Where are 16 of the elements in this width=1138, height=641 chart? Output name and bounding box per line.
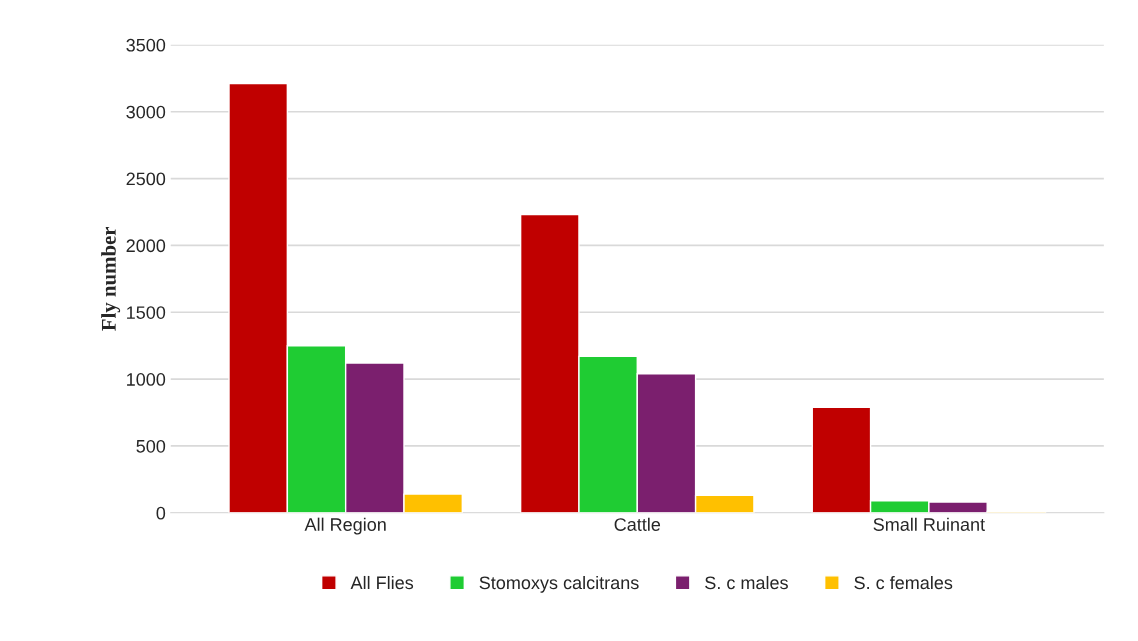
y-axis-title: Fly number [101, 226, 121, 331]
x-tick-label: Cattle [614, 517, 661, 531]
y-tick-label: 500 [136, 439, 166, 453]
y-tick-label: 0 [156, 506, 166, 520]
y-tick-label: 1500 [127, 306, 166, 319]
x-tick-label: Small Ruinant [873, 517, 985, 531]
legend-label: S. c males [705, 575, 788, 590]
legend-label: Stomoxys calcitrans [479, 575, 639, 593]
x-tick-label: All Region [304, 517, 386, 535]
y-tick-label: 3000 [126, 105, 166, 119]
legend-label: S. c females [854, 575, 953, 590]
y-tick-label: 1000 [127, 373, 166, 386]
y-tick-label: 2000 [126, 239, 166, 253]
y-tick-label: 2500 [126, 172, 166, 186]
legend-label: All Flies [350, 575, 414, 590]
y-tick-label: 3500 [126, 38, 166, 52]
